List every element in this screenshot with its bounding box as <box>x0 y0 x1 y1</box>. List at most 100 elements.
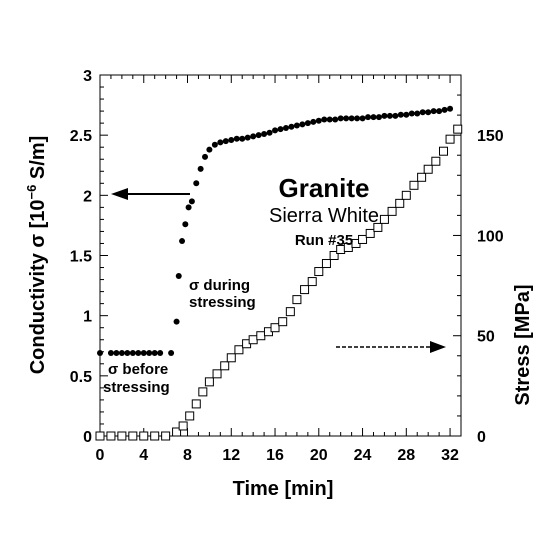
conductivity-point <box>202 153 209 160</box>
conductivity-point <box>277 126 284 133</box>
stress-point <box>431 156 441 166</box>
y-left-tick-label: 1 <box>83 309 92 326</box>
x-tick-label: 4 <box>139 447 148 464</box>
conductivity-point <box>266 129 273 136</box>
conductivity-point <box>182 221 189 228</box>
stress-point <box>117 431 127 441</box>
stress-point <box>423 164 433 174</box>
stress-point <box>139 431 149 441</box>
stress-point <box>379 214 389 224</box>
conductivity-point <box>408 110 415 117</box>
conductivity-point <box>124 349 131 356</box>
stress-point <box>178 421 188 431</box>
stress-point <box>314 267 324 277</box>
y-left-label-suffix: S/m] <box>27 136 49 185</box>
conductivity-point <box>107 349 114 356</box>
conductivity-point <box>321 116 328 123</box>
conductivity-point <box>146 349 153 356</box>
y-right-tick-label: 100 <box>477 228 504 245</box>
conductivity-point <box>233 135 240 142</box>
conductivity-point <box>179 238 186 245</box>
conductivity-point <box>168 349 175 356</box>
annotation-sigma-before-1: σ before <box>108 361 168 378</box>
y-right-tick-label: 50 <box>477 329 495 346</box>
stress-point <box>172 427 182 437</box>
conductivity-point <box>250 133 257 140</box>
stress-point <box>150 431 160 441</box>
conductivity-point <box>282 124 289 131</box>
y-right-tick-label: 150 <box>477 128 504 145</box>
stress-point <box>285 307 295 317</box>
stress-point <box>438 146 448 156</box>
axis-ticks <box>99 74 461 437</box>
annotation-sigma-during-2: stressing <box>189 294 256 311</box>
stress-point <box>373 222 383 232</box>
conductivity-point <box>375 114 382 121</box>
stress-point <box>191 399 201 409</box>
stress-point <box>453 124 463 134</box>
conductivity-point <box>217 139 224 146</box>
stress-point <box>300 285 310 295</box>
conductivity-point <box>337 115 344 122</box>
x-tick-label: 8 <box>183 447 192 464</box>
conductivity-point <box>206 146 213 153</box>
stress-point <box>161 431 171 441</box>
stress-point <box>395 198 405 208</box>
chart-title: Granite <box>278 173 369 203</box>
run-label: Run #35 <box>295 232 353 249</box>
y-left-label-prefix: Conductivity σ [10 <box>27 199 49 374</box>
conductivity-point <box>436 108 443 115</box>
y-left-tick-label: 2 <box>83 188 92 205</box>
y-left-tick-label: 2.5 <box>70 128 92 145</box>
x-tick-label: 16 <box>266 447 284 464</box>
stress-point <box>417 172 427 182</box>
conductivity-point <box>135 349 142 356</box>
stress-point <box>212 369 222 379</box>
conductivity-point <box>315 117 322 124</box>
annotation-sigma-before-2: stressing <box>103 379 170 396</box>
conductivity-point <box>118 349 125 356</box>
conductivity-point <box>397 111 404 118</box>
conductivity-point <box>392 112 399 119</box>
y-left-label-exp: −6 <box>24 185 39 200</box>
conductivity-point <box>326 116 333 123</box>
conductivity-point <box>185 204 192 211</box>
annotation-sigma-during-1: σ during <box>189 277 250 294</box>
stress-point <box>292 295 302 305</box>
y-left-tick-label: 1.5 <box>70 249 92 266</box>
stress-point <box>387 206 397 216</box>
x-tick-label: 28 <box>397 447 415 464</box>
x-tick-label: 24 <box>354 447 372 464</box>
conductivity-point <box>381 112 388 119</box>
conductivity-point <box>222 138 229 145</box>
stress-point <box>278 317 288 327</box>
stress-point <box>365 228 375 238</box>
chart-subtitle: Sierra White <box>269 205 379 227</box>
y-right-tick-labels: 0 50 100 150 <box>477 128 504 446</box>
x-tick-label: 0 <box>96 447 105 464</box>
stress-point <box>220 361 230 371</box>
conductivity-point <box>348 115 355 122</box>
stress-point <box>234 345 244 355</box>
conductivity-point <box>370 114 377 121</box>
conductivity-point <box>288 123 295 130</box>
stress-point <box>198 387 208 397</box>
stress-point <box>95 431 105 441</box>
stress-point <box>307 277 317 287</box>
conductivity-point <box>343 115 350 122</box>
conductivity-point <box>272 127 279 134</box>
conductivity-point <box>193 180 200 187</box>
conductivity-point <box>239 135 246 142</box>
series-conductivity <box>97 105 454 356</box>
y-axis-label-right: Stress [MPa] <box>512 284 534 405</box>
stress-point <box>106 431 116 441</box>
series-stress <box>95 124 463 441</box>
stress-point <box>321 259 331 269</box>
conductivity-point <box>365 114 372 121</box>
stress-point <box>256 331 266 341</box>
conductivity-point <box>430 108 437 115</box>
conductivity-point <box>386 112 393 119</box>
conductivity-point <box>157 349 164 356</box>
x-axis-label: Time [min] <box>233 478 334 500</box>
